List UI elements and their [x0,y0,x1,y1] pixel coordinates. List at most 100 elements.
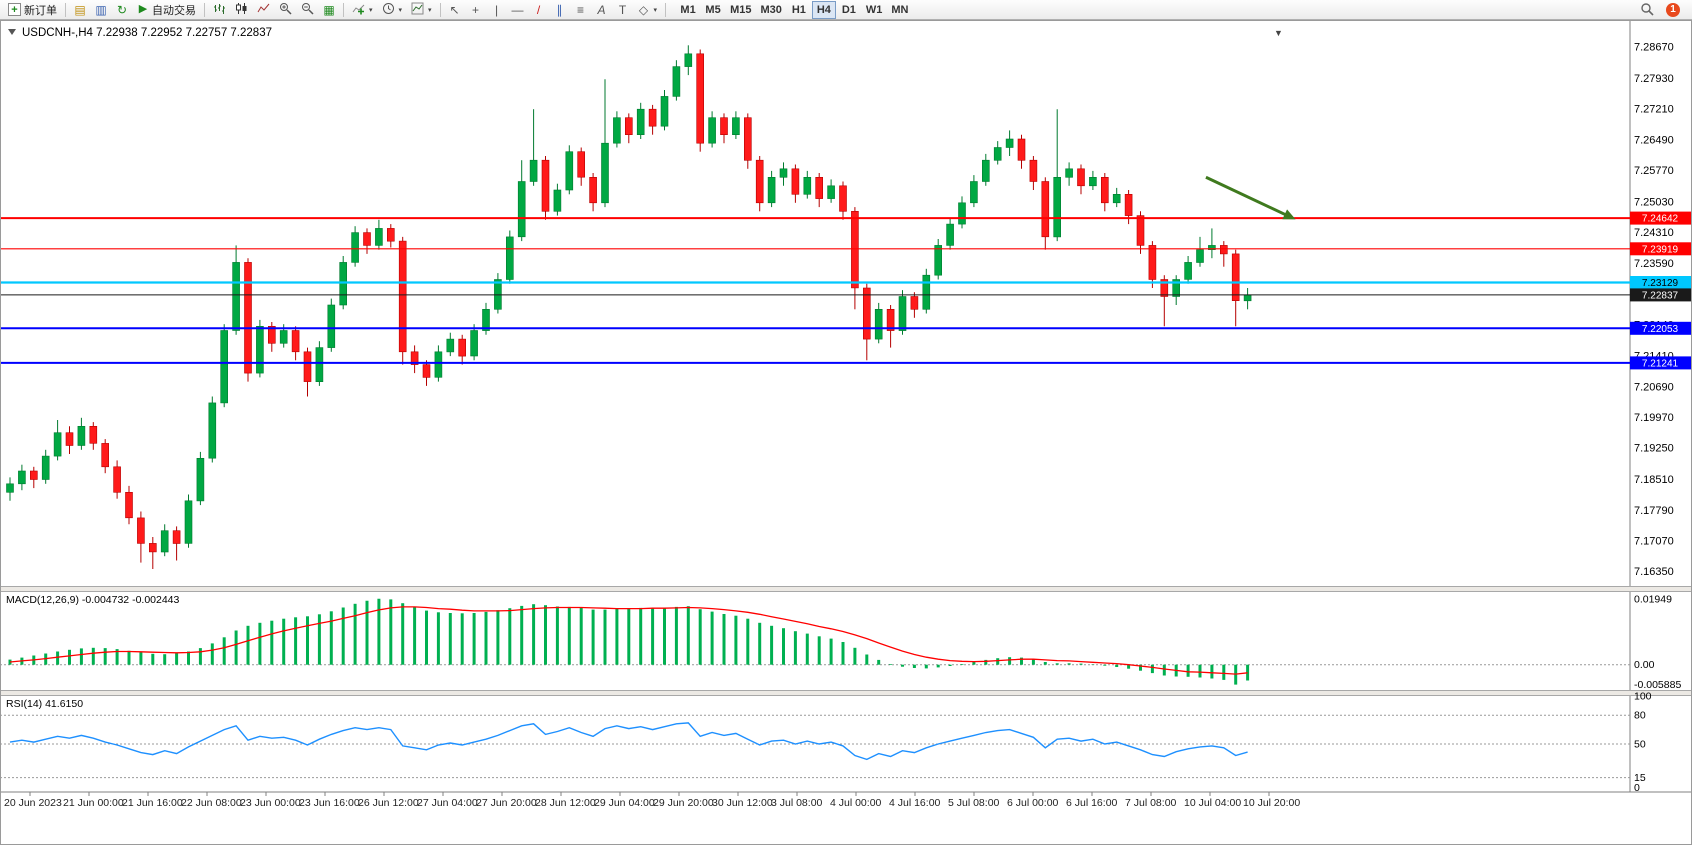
candle-body [517,181,526,238]
timeframe-mn-button[interactable]: MN [887,1,912,19]
zoom-out-icon [301,2,314,17]
new-chart-button[interactable]: ▤ [70,1,90,19]
search-button[interactable] [1636,1,1658,19]
candle-body [149,543,157,553]
candle-body [89,425,98,444]
candle-body [660,96,669,127]
candle-body [375,228,383,246]
candle-body [1148,245,1157,280]
new-order-button[interactable]: + 新订单 [4,1,61,19]
time-tick-label: 29 Jun 04:00 [594,797,655,809]
candle-body [708,117,716,144]
crosshair-icon: + [472,2,480,17]
profiles-button[interactable]: ▥ [91,1,111,19]
candle-body [327,304,336,348]
toolbar-separator [665,2,667,17]
text-label-icon: T [618,2,627,17]
price-tick-label: 7.27930 [1634,73,1674,85]
candle-body [386,228,395,242]
templates-button[interactable]: ▾ [407,1,436,19]
candlestick-chart-button[interactable] [231,1,252,19]
candle-body [303,351,312,382]
rsi-axis-label: 15 [1634,772,1646,784]
candle-body [196,457,205,502]
timeframe-h1-button[interactable]: H1 [787,1,811,19]
time-tick-label: 30 Jun 12:00 [712,797,773,809]
channel-button[interactable]: ∥ [550,1,570,19]
horizontal-line-button[interactable]: — [508,1,528,19]
text-label-button[interactable]: T [613,1,633,19]
timeframe-h4-button[interactable]: H4 [811,0,836,19]
zoom-in-button[interactable] [275,1,296,19]
candle-body [541,159,550,212]
timeframe-m5-button[interactable]: M5 [701,1,725,19]
trendline-button[interactable]: / [529,1,549,19]
candle-body [113,466,121,493]
candle-body [291,330,300,353]
rsi-axis-label: 50 [1634,739,1646,751]
candle-body [1196,249,1204,263]
crosshair-button[interactable]: + [466,1,486,19]
autotrading-button[interactable]: ▶ 自动交易 [133,1,200,19]
notification-badge[interactable]: 1 [1666,2,1680,17]
zoom-out-button[interactable] [297,1,318,19]
refresh-icon: ↻ [116,2,128,17]
tile-windows-button[interactable]: ▦ [319,1,339,19]
symbol-dropdown-icon[interactable] [8,29,16,35]
toolbar-separator [204,2,205,17]
chevron-down-icon: ▾ [653,6,658,14]
fibonacci-icon: ≡ [577,2,585,17]
text-button[interactable]: A [592,1,612,19]
candle-body [220,330,228,404]
periods-button[interactable]: ▾ [378,1,407,19]
panel-separator[interactable] [0,690,1692,696]
candle-body [993,147,1002,161]
arrow-annotation[interactable] [1205,175,1296,220]
candle-body [1053,177,1061,238]
time-tick-label: 20 Jun 2023 [4,797,62,809]
toolbar: + 新订单 ▤ ▥ ↻ ▶ 自动交易 ▦ ▾ ▾ ▾ [0,0,1692,20]
refresh-button[interactable]: ↻ [112,1,132,19]
macd-panel[interactable]: MACD(12,26,9) -0.004732 -0.002443 0.01949… [0,593,1681,691]
timeframe-m15-button[interactable]: M15 [726,1,755,19]
candle-body [41,455,50,480]
chevron-down-icon: ▾ [369,6,373,14]
time-tick-label: 29 Jun 20:00 [653,797,714,809]
fibonacci-button[interactable]: ≡ [571,1,591,19]
candle-body [577,151,586,178]
price-label-text: 7.22837 [1642,290,1679,301]
collapse-icon[interactable]: ▼ [1274,28,1283,38]
rsi-panel[interactable]: RSI(14) 41.6150 100 80 50 150 [0,691,1652,795]
indicators-button[interactable]: ▾ [348,1,377,19]
arrow-line[interactable] [1205,175,1290,218]
candle-body [184,500,193,544]
line-chart-button[interactable] [253,1,274,19]
chart-canvas[interactable]: 7.28670 7.27930 7.27210 7.26490 7.25770 7.250… [0,20,1692,845]
cursor-button[interactable]: ↖ [445,1,465,19]
candle-body [910,296,919,310]
shapes-icon: ◇ [638,2,649,17]
template-icon [411,2,424,17]
time-tick-label: 7 Jul 08:00 [1125,797,1177,809]
vertical-line-button[interactable]: | [487,1,507,19]
candle-body [767,177,776,204]
autotrading-label: 自动交易 [152,4,196,17]
shapes-button[interactable]: ◇ ▾ [634,1,662,19]
candle-body [160,530,169,553]
time-tick-label: 27 Jun 04:00 [417,797,478,809]
price-tick-label: 7.17790 [1634,505,1674,517]
timeframe-m30-button[interactable]: M30 [756,1,785,19]
candle-body [779,168,788,178]
candle-body [1101,177,1109,204]
candle-body [101,443,109,468]
panel-separator[interactable] [0,586,1692,592]
timeframe-m1-button[interactable]: M1 [676,1,700,19]
timeframe-d1-button[interactable]: D1 [837,1,861,19]
time-tick-label: 4 Jul 00:00 [830,797,882,809]
timeframe-w1-button[interactable]: W1 [862,1,887,19]
candle-body [1136,215,1145,246]
bar-chart-button[interactable] [209,1,230,19]
candle-body [1231,253,1240,301]
